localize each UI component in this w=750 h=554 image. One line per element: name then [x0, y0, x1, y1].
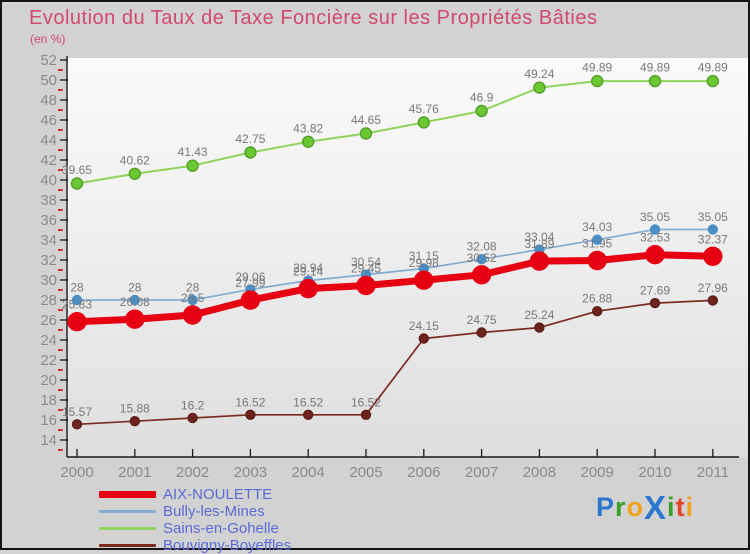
- svg-text:28: 28: [40, 292, 57, 309]
- legend-swatch-bouvigny-boyeffles: [99, 544, 156, 547]
- svg-text:43.82: 43.82: [293, 121, 323, 135]
- svg-text:25.24: 25.24: [524, 308, 554, 322]
- svg-text:26.88: 26.88: [582, 292, 612, 306]
- legend-item-aix-noulette: AIX-NOULETTE: [99, 486, 291, 503]
- svg-text:15.88: 15.88: [120, 402, 150, 416]
- svg-text:52: 52: [40, 52, 57, 69]
- svg-text:40.62: 40.62: [120, 153, 150, 167]
- svg-text:2001: 2001: [118, 464, 151, 481]
- svg-text:34: 34: [40, 232, 57, 249]
- svg-text:34.03: 34.03: [582, 220, 612, 234]
- legend-swatch-aix-noulette: [99, 491, 156, 498]
- legend: AIX-NOULETTE Bully-les-Mines Sains-en-Go…: [99, 486, 291, 554]
- svg-text:16.52: 16.52: [235, 395, 265, 409]
- svg-text:49.89: 49.89: [640, 61, 670, 75]
- chart-subtitle: (en %): [30, 32, 66, 46]
- svg-text:2003: 2003: [234, 464, 267, 481]
- svg-text:30.54: 30.54: [351, 255, 381, 269]
- svg-text:31.95: 31.95: [582, 237, 612, 251]
- svg-text:16.52: 16.52: [351, 395, 381, 409]
- svg-text:27.96: 27.96: [698, 281, 728, 295]
- svg-text:2009: 2009: [581, 464, 614, 481]
- svg-text:16: 16: [40, 412, 57, 429]
- svg-text:38: 38: [40, 192, 57, 209]
- svg-text:49.89: 49.89: [582, 61, 612, 75]
- svg-text:30: 30: [40, 272, 57, 289]
- legend-item-sains-en-gohelle: Sains-en-Gohelle: [99, 520, 291, 537]
- svg-text:44: 44: [40, 132, 57, 149]
- legend-label: Bouvigny-Boyeffles: [163, 537, 292, 554]
- svg-text:27.99: 27.99: [235, 276, 265, 290]
- svg-text:40: 40: [40, 172, 57, 189]
- svg-text:14: 14: [40, 432, 57, 449]
- svg-text:35.05: 35.05: [640, 210, 670, 224]
- svg-text:42: 42: [40, 152, 57, 169]
- svg-text:2011: 2011: [697, 464, 729, 481]
- svg-text:49.24: 49.24: [524, 67, 554, 81]
- svg-text:22: 22: [40, 352, 57, 369]
- svg-text:29.45: 29.45: [351, 262, 381, 276]
- svg-text:29.98: 29.98: [409, 256, 439, 270]
- svg-text:31.15: 31.15: [409, 249, 439, 263]
- svg-text:30.52: 30.52: [467, 251, 497, 265]
- svg-text:26: 26: [40, 312, 57, 329]
- svg-text:35.05: 35.05: [698, 210, 728, 224]
- svg-text:29.06: 29.06: [235, 270, 265, 284]
- svg-text:20: 20: [40, 372, 57, 389]
- svg-text:2005: 2005: [349, 464, 382, 481]
- svg-text:28: 28: [70, 281, 84, 295]
- svg-text:45.76: 45.76: [409, 102, 439, 116]
- svg-text:42.75: 42.75: [235, 132, 265, 146]
- svg-text:46: 46: [40, 112, 57, 129]
- svg-text:24: 24: [40, 332, 57, 349]
- svg-text:26.5: 26.5: [181, 291, 205, 305]
- svg-text:2007: 2007: [465, 464, 498, 481]
- legend-swatch-bully-les-mines: [99, 510, 156, 513]
- chart-title: Evolution du Taux de Taxe Foncière sur l…: [29, 7, 598, 29]
- legend-swatch-sains-en-gohelle: [99, 527, 156, 530]
- svg-text:44.65: 44.65: [351, 113, 381, 127]
- svg-text:24.15: 24.15: [409, 319, 439, 333]
- legend-item-bully-les-mines: Bully-les-Mines: [99, 503, 291, 520]
- svg-text:24.75: 24.75: [467, 313, 497, 327]
- legend-item-bouvigny-boyeffles: Bouvigny-Boyeffles: [99, 537, 291, 554]
- svg-text:41.43: 41.43: [178, 145, 208, 159]
- svg-text:32.53: 32.53: [640, 231, 670, 245]
- proxiti-logo[interactable]: ProXiti: [596, 489, 695, 526]
- legend-label: Sains-en-Gohelle: [163, 520, 279, 537]
- svg-text:18: 18: [40, 392, 57, 409]
- svg-text:2004: 2004: [292, 464, 325, 481]
- svg-text:2010: 2010: [638, 464, 671, 481]
- svg-text:50: 50: [40, 72, 57, 89]
- svg-text:27.69: 27.69: [640, 284, 670, 298]
- svg-text:46.9: 46.9: [470, 91, 494, 105]
- svg-text:31.89: 31.89: [524, 237, 554, 251]
- svg-text:16.52: 16.52: [293, 395, 323, 409]
- svg-text:26.08: 26.08: [120, 295, 150, 309]
- svg-text:2006: 2006: [407, 464, 440, 481]
- svg-text:48: 48: [40, 92, 57, 109]
- svg-text:28: 28: [186, 281, 200, 295]
- svg-text:29.14: 29.14: [293, 265, 323, 279]
- svg-text:28: 28: [128, 281, 142, 295]
- svg-text:39.65: 39.65: [62, 163, 92, 177]
- svg-text:49.89: 49.89: [698, 61, 728, 75]
- svg-text:25.83: 25.83: [62, 298, 92, 312]
- legend-label: AIX-NOULETTE: [163, 486, 273, 503]
- svg-text:32.37: 32.37: [698, 232, 728, 246]
- svg-text:2002: 2002: [176, 464, 209, 481]
- svg-text:16.2: 16.2: [181, 399, 205, 413]
- svg-text:2008: 2008: [523, 464, 556, 481]
- legend-label: Bully-les-Mines: [163, 503, 265, 520]
- svg-text:15.57: 15.57: [62, 405, 92, 419]
- svg-text:33.04: 33.04: [524, 230, 554, 244]
- svg-text:29.94: 29.94: [293, 261, 323, 275]
- svg-text:32: 32: [40, 252, 57, 269]
- svg-text:36: 36: [40, 212, 57, 229]
- svg-text:2000: 2000: [60, 464, 93, 481]
- svg-text:32.08: 32.08: [467, 240, 497, 254]
